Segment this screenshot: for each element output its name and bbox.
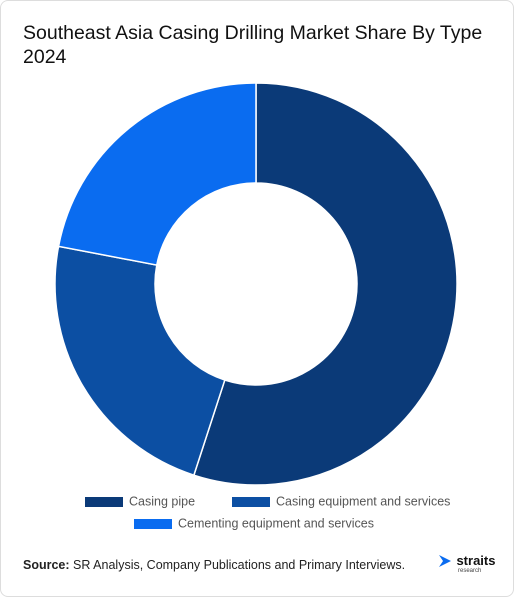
- chart-title: Southeast Asia Casing Drilling Market Sh…: [23, 22, 483, 68]
- donut-slice: [192, 82, 458, 486]
- legend-swatch: [134, 519, 172, 529]
- source-text: SR Analysis, Company Publications and Pr…: [73, 558, 406, 572]
- legend-swatch: [232, 497, 270, 507]
- logo-tagline: research: [458, 568, 482, 574]
- logo-icon: [439, 554, 451, 567]
- donut-slice: [57, 82, 257, 266]
- legend-label: Casing equipment and services: [276, 494, 450, 508]
- legend-swatch: [85, 497, 123, 507]
- donut-slice: [54, 245, 226, 477]
- logo: straits research: [438, 552, 495, 574]
- source: Source: SR Analysis, Company Publication…: [23, 558, 405, 572]
- legend-label: Cementing equipment and services: [178, 516, 374, 530]
- legend-label: Casing pipe: [129, 494, 195, 508]
- source-label: Source:: [23, 558, 70, 572]
- logo-name: straits: [456, 553, 496, 568]
